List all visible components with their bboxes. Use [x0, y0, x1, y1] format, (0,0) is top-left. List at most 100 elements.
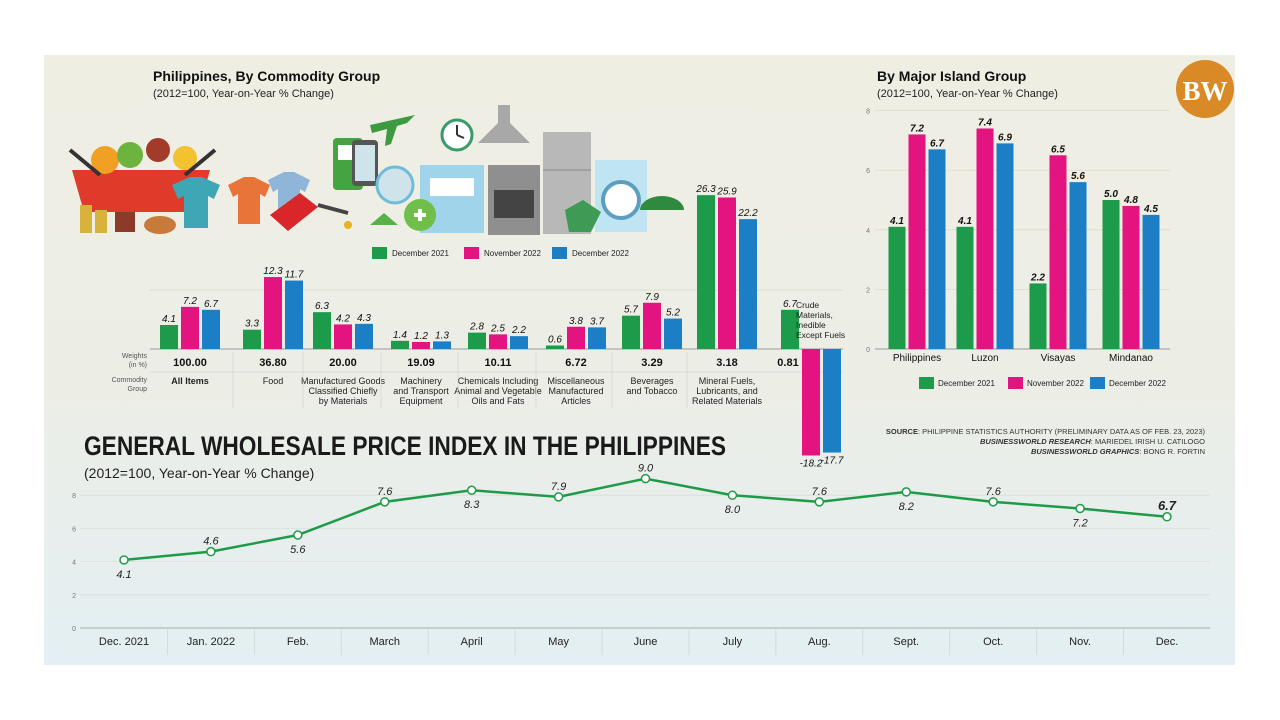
data-label: 1.4	[393, 330, 407, 341]
bar-december-2022	[285, 280, 303, 349]
x-tick-label: Aug.	[808, 636, 831, 648]
data-point	[1075, 503, 1085, 514]
island-chart-title: By Major Island Group	[877, 68, 1026, 84]
bar-november-2022	[264, 277, 282, 349]
y-tick-label: 0	[866, 347, 870, 354]
data-label: 12.3	[263, 266, 283, 277]
data-label: 9.0	[638, 463, 654, 475]
data-label: 6.7	[930, 138, 944, 149]
weight-value: 3.18	[716, 357, 737, 369]
legend-swatch	[552, 247, 567, 259]
data-label: 7.2	[910, 123, 924, 134]
x-tick-label: Mindanao	[1109, 353, 1153, 364]
x-tick-label: Visayas	[1041, 353, 1076, 364]
bar-december-2021	[1102, 200, 1120, 349]
commodity-group-label: Mineral Fuels,	[699, 376, 756, 386]
credits: SOURCE: PHILIPPINE STATISTICS AUTHORITY …	[886, 427, 1206, 456]
commodity-group-label: Classified Chiefly	[308, 386, 378, 396]
data-label: 7.4	[978, 117, 992, 128]
data-label: 7.9	[551, 481, 566, 493]
data-label: 4.1	[116, 569, 131, 581]
bar-december-2021	[956, 226, 974, 349]
commodity-group-label: Except Fuels	[796, 330, 845, 340]
bar-december-2022	[996, 143, 1014, 349]
data-label: 22.2	[737, 208, 758, 219]
commodity-chart-subtitle: (2012=100, Year-on-Year % Change)	[153, 88, 334, 100]
bar-november-2022	[976, 128, 994, 349]
research-text: MARIEDEL IRISH U. CATILOGO	[1095, 437, 1205, 446]
weights-label: Weights	[122, 353, 148, 360]
data-point	[901, 487, 911, 497]
data-label: 6.7	[783, 299, 797, 310]
y-tick-label: 8	[866, 109, 870, 116]
svg-text:BUSINESSWORLD RESEARCH: MARIE: BUSINESSWORLD RESEARCH: MARIEDEL IRISH U…	[980, 437, 1205, 446]
data-point	[119, 555, 129, 565]
weight-value: 100.00	[173, 357, 207, 369]
bar-november-2022	[489, 334, 507, 349]
data-label: 2.8	[469, 322, 484, 333]
data-label: 4.3	[357, 313, 371, 324]
commodity-group-label: Related Materials	[692, 396, 763, 406]
legend-label: December 2022	[1109, 379, 1166, 388]
group-label: Commodity	[112, 377, 148, 384]
legend-label: November 2022	[1027, 379, 1084, 388]
commodity-group-label: Animal and Vegetable	[454, 386, 542, 396]
x-tick-label: Dec. 2021	[99, 636, 149, 648]
x-tick-label: Nov.	[1069, 636, 1091, 648]
y-tick-label: 4	[72, 560, 76, 567]
main-title: GENERAL WHOLESALE PRICE INDEX IN THE PHI…	[84, 431, 726, 461]
bar-december-2022	[664, 318, 682, 349]
x-tick-label: May	[548, 636, 569, 648]
x-tick-label: Jan. 2022	[187, 636, 235, 648]
data-label: -18.2	[800, 458, 823, 469]
bar-december-2021	[546, 345, 564, 349]
graphics-label: BUSINESSWORLD GRAPHICS	[1031, 447, 1139, 456]
bar-december-2022	[588, 327, 606, 349]
data-label: 5.6	[290, 544, 306, 556]
data-label: 26.3	[695, 184, 716, 195]
bar-december-2021	[243, 329, 261, 349]
weight-value: 19.09	[407, 357, 435, 369]
x-tick-label: Feb.	[287, 636, 309, 648]
commodity-group-label: and Tobacco	[627, 386, 678, 396]
basket-icon	[68, 138, 217, 234]
data-label: 25.9	[716, 186, 737, 197]
y-tick-label: 2	[866, 287, 870, 294]
data-label: 6.5	[1051, 144, 1065, 155]
data-point	[380, 497, 390, 507]
data-point	[988, 497, 998, 507]
commodity-group-label: Manufactured Goods	[301, 376, 386, 386]
bar-december-2021	[468, 332, 486, 349]
x-tick-label: Oct.	[983, 636, 1003, 648]
y-tick-label: 0	[72, 626, 76, 633]
legend-label: December 2021	[938, 379, 995, 388]
graphics-text: BONG R. FORTIN	[1143, 447, 1205, 456]
bar-december-2021	[781, 309, 799, 349]
commodity-group-label: Food	[263, 376, 284, 386]
appliances-icon	[370, 105, 684, 235]
group-label: Group	[128, 386, 148, 393]
bar-november-2022	[1122, 205, 1140, 349]
data-label: 2.2	[511, 325, 526, 336]
bar-december-2022	[433, 341, 451, 349]
svg-text:BUSINESSWORLD GRAPHICS: BONG R: BUSINESSWORLD GRAPHICS: BONG R. FORTIN	[1031, 447, 1205, 456]
data-label: 4.1	[889, 216, 904, 227]
bar-november-2022	[412, 341, 430, 349]
x-tick-label: Philippines	[893, 353, 941, 364]
data-label: 7.9	[645, 292, 659, 303]
legend-swatch	[919, 377, 934, 389]
data-point	[814, 497, 825, 507]
bar-december-2022	[355, 323, 373, 349]
bar-december-2021	[622, 315, 640, 349]
commodity-group-label: Oils and Fats	[471, 396, 525, 406]
commodity-group-label: Lubricants, and	[696, 386, 758, 396]
bar-november-2022	[1049, 155, 1067, 349]
research-label: BUSINESSWORLD RESEARCH	[980, 437, 1091, 446]
data-label: 3.8	[569, 316, 583, 327]
y-tick-label: 2	[72, 593, 76, 600]
bar-december-2021	[160, 325, 178, 349]
bar-december-2022	[823, 349, 841, 453]
data-point	[1162, 512, 1172, 522]
commodity-chart: 4.1 7.2 6.7 100.00 All Items 3.3 12.3 11.7 36.80…	[112, 184, 846, 469]
transport-icon	[333, 115, 415, 190]
